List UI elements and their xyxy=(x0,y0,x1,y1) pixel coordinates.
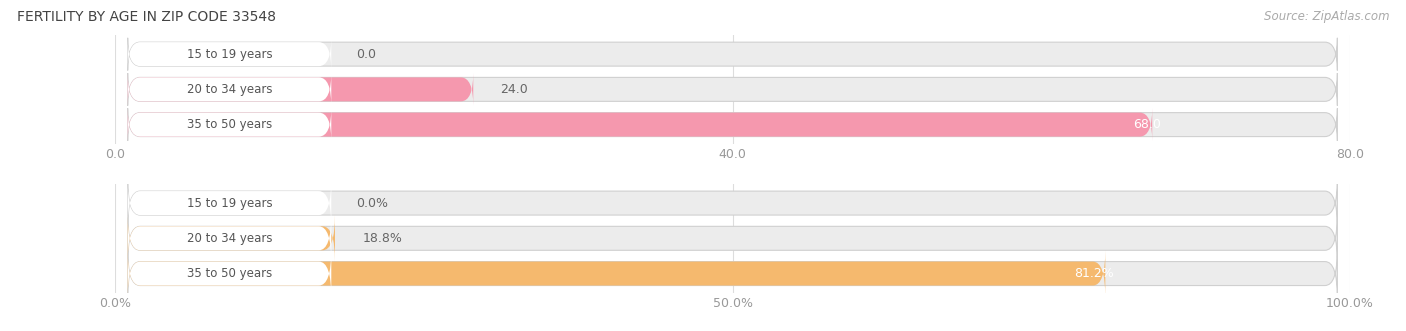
FancyBboxPatch shape xyxy=(128,108,1152,141)
FancyBboxPatch shape xyxy=(128,73,474,106)
Text: 15 to 19 years: 15 to 19 years xyxy=(187,197,273,210)
FancyBboxPatch shape xyxy=(128,180,332,226)
Text: Source: ZipAtlas.com: Source: ZipAtlas.com xyxy=(1264,10,1389,23)
Text: 18.8%: 18.8% xyxy=(363,232,402,245)
FancyBboxPatch shape xyxy=(128,38,1337,71)
Text: 81.2%: 81.2% xyxy=(1074,267,1114,280)
Text: 68.0: 68.0 xyxy=(1133,118,1161,131)
Text: 35 to 50 years: 35 to 50 years xyxy=(187,118,273,131)
Text: 35 to 50 years: 35 to 50 years xyxy=(187,267,273,280)
FancyBboxPatch shape xyxy=(128,215,332,262)
Text: 0.0: 0.0 xyxy=(356,48,375,61)
Text: 20 to 34 years: 20 to 34 years xyxy=(187,232,273,245)
Text: 24.0: 24.0 xyxy=(501,83,529,96)
FancyBboxPatch shape xyxy=(128,38,332,71)
FancyBboxPatch shape xyxy=(128,250,332,297)
FancyBboxPatch shape xyxy=(128,215,335,262)
FancyBboxPatch shape xyxy=(128,180,1337,226)
Text: 0.0%: 0.0% xyxy=(356,197,388,210)
Text: 15 to 19 years: 15 to 19 years xyxy=(187,48,273,61)
FancyBboxPatch shape xyxy=(128,73,332,106)
FancyBboxPatch shape xyxy=(128,215,1337,262)
FancyBboxPatch shape xyxy=(128,108,1337,141)
FancyBboxPatch shape xyxy=(128,250,1105,297)
Text: 20 to 34 years: 20 to 34 years xyxy=(187,83,273,96)
FancyBboxPatch shape xyxy=(128,73,1337,106)
FancyBboxPatch shape xyxy=(128,108,332,141)
FancyBboxPatch shape xyxy=(128,250,1337,297)
Text: FERTILITY BY AGE IN ZIP CODE 33548: FERTILITY BY AGE IN ZIP CODE 33548 xyxy=(17,10,276,24)
